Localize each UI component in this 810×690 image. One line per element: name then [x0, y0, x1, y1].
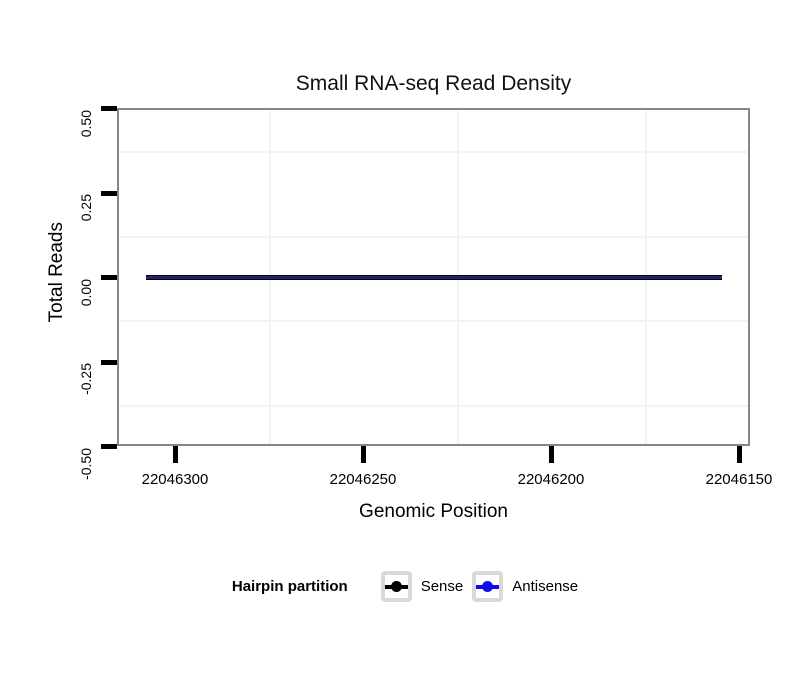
chart-title: Small RNA-seq Read Density: [295, 72, 572, 95]
legend-key-antisense: [472, 571, 504, 602]
minor-gridline-horizontal: [119, 320, 748, 322]
legend: Hairpin partition Sense Antisense: [0, 571, 810, 602]
y-axis-tick: [101, 275, 117, 280]
x-tick-label: 22046150: [705, 471, 773, 488]
legend-label-antisense: Antisense: [512, 578, 579, 595]
y-tick-label: -0.50: [78, 448, 94, 480]
legend-entry-sense: Sense: [380, 571, 464, 602]
minor-gridline-horizontal: [119, 236, 748, 238]
y-axis-title: Total Reads: [46, 222, 67, 323]
sense-point-icon: [390, 581, 402, 592]
x-axis-tick: [549, 446, 554, 463]
y-axis-tick: [101, 106, 117, 111]
y-axis-tick: [101, 360, 117, 365]
x-axis-tick: [737, 446, 742, 463]
y-tick-label: 0.25: [78, 194, 94, 222]
plot-panel: [117, 108, 750, 446]
minor-gridline-horizontal: [119, 151, 748, 153]
y-axis-tick: [101, 444, 117, 449]
x-axis-tick: [361, 446, 366, 463]
y-tick-label: -0.25: [78, 363, 94, 395]
sense-antisense-overlap-line: [146, 275, 722, 280]
x-axis-tick: [173, 446, 178, 463]
y-axis-tick: [101, 191, 117, 196]
x-axis-title: Genomic Position: [359, 501, 508, 522]
legend-title: Hairpin partition: [231, 578, 348, 595]
legend-key-sense: [380, 571, 412, 602]
x-tick-label: 22046300: [141, 471, 209, 488]
y-tick-label: 0.50: [78, 110, 94, 138]
minor-gridline-horizontal: [119, 405, 748, 407]
x-tick-label: 22046250: [329, 471, 397, 488]
antisense-point-icon: [482, 581, 494, 592]
x-tick-label: 22046200: [517, 471, 585, 488]
y-tick-label: 0.00: [78, 279, 94, 307]
legend-label-sense: Sense: [420, 578, 464, 595]
legend-entry-antisense: Antisense: [472, 571, 578, 602]
